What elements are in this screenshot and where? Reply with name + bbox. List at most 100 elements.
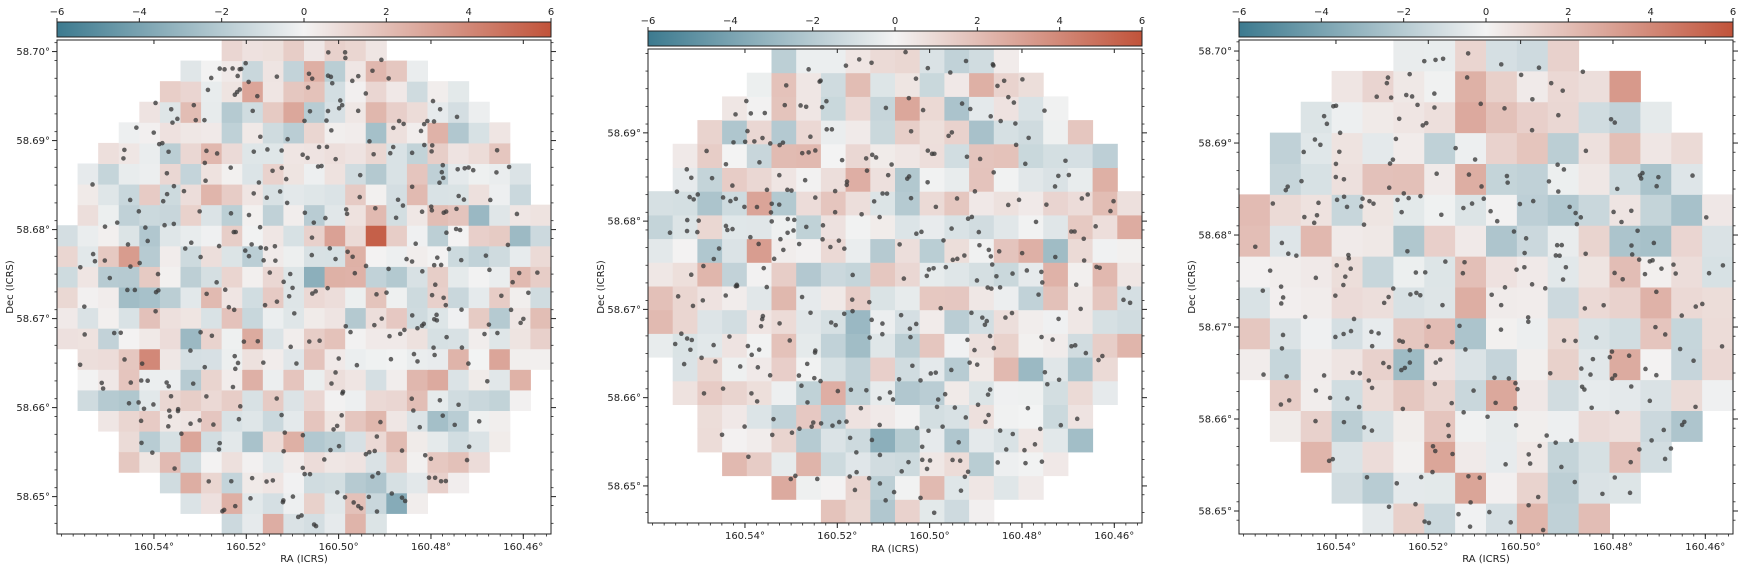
heatmap-cell xyxy=(1300,348,1333,381)
heatmap-cell xyxy=(944,262,970,287)
scatter-point xyxy=(869,152,875,158)
scatter-point xyxy=(221,507,227,513)
x-tick-label: 160.46° xyxy=(1685,542,1725,553)
heatmap-cell xyxy=(180,451,202,473)
scatter-point xyxy=(526,290,531,296)
heatmap-cell xyxy=(845,428,871,453)
scatter-point xyxy=(1691,358,1696,364)
scatter-point xyxy=(842,246,847,251)
scatter-point xyxy=(370,474,375,479)
heatmap-cell xyxy=(406,431,428,453)
scatter-point xyxy=(1025,405,1031,411)
colorbar-tick-label: 4 xyxy=(1647,7,1653,18)
heatmap-cell xyxy=(746,357,772,382)
scatter-point xyxy=(983,419,988,425)
scatter-point xyxy=(197,418,202,423)
heatmap-cell xyxy=(1486,348,1518,381)
heatmap-cell xyxy=(324,163,346,185)
scatter-point xyxy=(972,347,977,353)
heatmap-cell xyxy=(969,191,995,216)
scatter-point xyxy=(914,425,920,431)
scatter-point xyxy=(789,188,794,193)
scatter-point xyxy=(1485,414,1490,420)
heatmap-cell xyxy=(648,286,674,311)
scatter-point xyxy=(781,247,786,253)
heatmap-cell xyxy=(944,357,970,382)
colorbar-tick-label: 6 xyxy=(1139,16,1145,27)
heatmap-cell xyxy=(139,163,161,185)
heatmap-cell xyxy=(324,451,346,473)
heatmap-cell xyxy=(159,122,181,144)
heatmap-cell xyxy=(77,204,99,226)
heatmap-cell xyxy=(448,142,470,164)
scatter-point xyxy=(1313,388,1319,393)
heatmap-cell xyxy=(1640,101,1672,134)
scatter-point xyxy=(771,256,777,262)
heatmap-cell xyxy=(1269,194,1302,226)
scatter-point xyxy=(1703,215,1709,220)
scatter-point xyxy=(261,258,266,263)
scatter-point xyxy=(1003,315,1008,320)
scatter-point xyxy=(233,366,238,372)
scatter-point xyxy=(411,408,416,413)
scatter-point xyxy=(1418,193,1423,199)
scatter-point xyxy=(810,420,816,425)
y-tick-label: 58.70° xyxy=(16,47,50,58)
scatter-point xyxy=(824,127,830,132)
scatter-point xyxy=(996,249,1002,254)
scatter-point xyxy=(324,144,330,150)
heatmap-cell xyxy=(57,266,79,288)
scatter-point xyxy=(1651,240,1657,246)
heatmap-cell xyxy=(180,60,202,82)
scatter-point xyxy=(812,350,818,355)
scatter-point xyxy=(443,478,449,484)
heatmap-cell xyxy=(722,191,748,216)
scatter-point xyxy=(1390,286,1396,291)
scatter-point xyxy=(232,503,238,509)
scatter-point xyxy=(919,444,925,450)
heatmap-cell xyxy=(1455,101,1487,134)
heatmap-cell xyxy=(746,191,772,216)
scatter-point xyxy=(877,452,883,458)
heatmap-cell xyxy=(221,184,243,206)
heatmap-cell xyxy=(139,184,161,206)
heatmap-cell xyxy=(345,348,367,370)
scatter-point xyxy=(371,151,376,157)
scatter-point xyxy=(1022,447,1027,453)
heatmap-cell xyxy=(1331,70,1363,103)
scatter-point xyxy=(434,312,439,318)
scatter-point xyxy=(1417,292,1423,298)
heatmap-cell xyxy=(324,287,346,309)
scatter-point xyxy=(1121,297,1126,303)
scatter-point xyxy=(139,440,144,446)
scatter-point xyxy=(1526,319,1531,325)
colorbar-tick-label: 4 xyxy=(1056,16,1062,27)
heatmap-cell xyxy=(1640,132,1672,164)
scatter-point xyxy=(348,329,353,335)
y-tick-label: 58.67° xyxy=(607,305,641,316)
heatmap-cell xyxy=(1640,441,1672,473)
heatmap-cell xyxy=(386,472,408,494)
heatmap-cell xyxy=(746,72,772,97)
scatter-point xyxy=(420,269,425,274)
scatter-point xyxy=(1502,285,1508,290)
scatter-point xyxy=(847,435,853,441)
heatmap-cell xyxy=(139,245,161,267)
heatmap-cell xyxy=(1043,214,1069,240)
scatter-point xyxy=(339,102,345,108)
scatter-point xyxy=(1677,346,1683,352)
scatter-point xyxy=(306,339,312,344)
scatter-point xyxy=(506,164,512,170)
scatter-point xyxy=(1461,205,1466,211)
heatmap-cell xyxy=(1393,256,1425,288)
scatter-point xyxy=(1461,410,1466,415)
heatmap-cell xyxy=(201,410,223,432)
scatter-point xyxy=(228,478,234,484)
scatter-point xyxy=(785,216,791,222)
scatter-point xyxy=(316,144,322,150)
heatmap-cell xyxy=(1455,225,1487,257)
heatmap-cell xyxy=(427,184,449,206)
heatmap-cell xyxy=(448,225,470,247)
heatmap-cell xyxy=(365,40,387,62)
heatmap-cell xyxy=(201,328,223,350)
